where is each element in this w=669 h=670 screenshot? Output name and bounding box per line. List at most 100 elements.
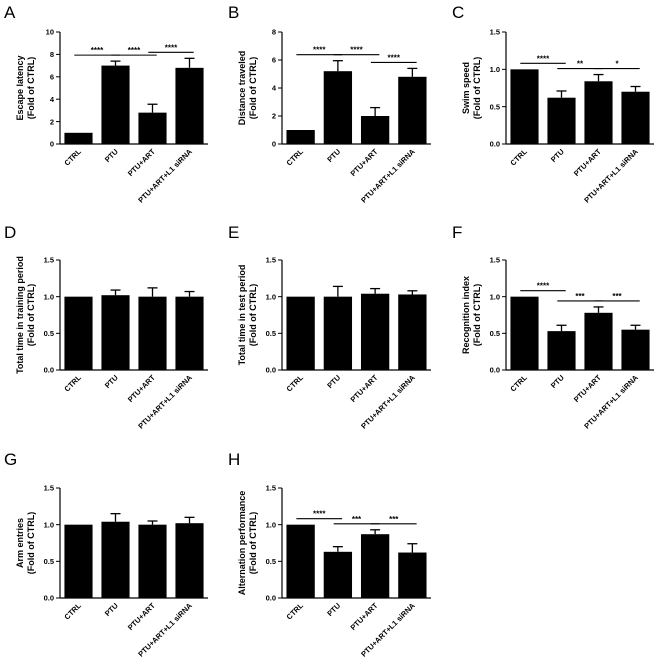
significance-label: **: [577, 60, 584, 69]
y-tick-label: 1.5: [490, 256, 500, 265]
x-tick-label: PTU: [549, 147, 566, 164]
y-tick-label: 0.5: [44, 557, 54, 566]
significance-label: ****: [313, 46, 326, 55]
y-axis-title: (Fold of CTRL): [26, 57, 36, 119]
y-axis-title: Total time in training period: [15, 256, 25, 374]
x-tick-label: CTRL: [62, 373, 83, 394]
y-tick-label: 1.0: [490, 65, 500, 74]
x-tick-label: PTU+ART: [126, 601, 157, 632]
y-tick-label: 0.5: [266, 329, 276, 338]
y-tick-label: 1.0: [266, 520, 276, 529]
bar-ptu-art-l1-sirna: [621, 91, 650, 144]
significance-label: ****: [388, 53, 401, 62]
bar-ptu: [323, 551, 353, 598]
y-tick-label: 1.5: [266, 484, 276, 493]
y-axis-title: (Fold of CTRL): [248, 512, 258, 574]
bar-ptu-art-l1-sirna: [398, 294, 427, 370]
y-tick-label: 1.0: [44, 292, 54, 301]
y-axis-title: Escape latency: [15, 55, 25, 120]
bar-ptu-art: [138, 524, 167, 598]
x-tick-label: CTRL: [285, 601, 306, 622]
y-tick-label: 4: [50, 95, 55, 104]
y-tick-label: 0: [272, 140, 276, 149]
y-tick-label: 1.5: [266, 256, 276, 265]
y-tick-label: 0.0: [266, 594, 276, 603]
y-tick-label: 0.5: [490, 329, 500, 338]
significance-label: ****: [313, 510, 326, 519]
bar-ptu: [323, 296, 353, 370]
chart-panel-h: H 0.0 0.5 1.0 1.5 Alternation performance (Fol…: [228, 450, 431, 659]
significance-label: *: [615, 60, 619, 69]
x-tick-label: PTU+ART: [349, 147, 380, 178]
x-tick-label: PTU: [103, 373, 120, 390]
y-tick-label: 1.0: [266, 292, 276, 301]
significance-label: ****: [537, 282, 550, 291]
panel-letter: F: [452, 223, 462, 242]
panel-letter: B: [228, 3, 239, 22]
y-axis-title: (Fold of CTRL): [248, 284, 258, 346]
y-axis-title: Recognition index: [461, 276, 471, 354]
panel-letter: G: [4, 450, 17, 469]
y-axis-title: (Fold of CTRL): [472, 57, 482, 119]
chart-panel-a: A 0 2 4 6 8 10 Escape latency (Fold of CTRL) CTRL…: [4, 3, 208, 205]
bar-ctrl: [64, 524, 93, 598]
y-axis-title: Swim speed: [461, 62, 471, 114]
panel-letter: D: [4, 223, 16, 242]
bar-ptu-art-l1-sirna: [398, 76, 427, 144]
bar-ctrl: [64, 132, 93, 144]
y-tick-label: 8: [272, 28, 276, 37]
x-tick-label: PTU+ART: [572, 373, 603, 404]
panel-letter: A: [4, 3, 16, 22]
bar-ptu-art-l1-sirna: [175, 523, 204, 598]
panel-letter: C: [452, 3, 464, 22]
bar-ctrl: [286, 296, 315, 370]
y-tick-label: 4: [272, 84, 277, 93]
x-tick-label: CTRL: [508, 147, 529, 168]
significance-label: ****: [128, 46, 141, 55]
chart-panel-g: G 0.0 0.5 1.0 1.5 Arm entries (Fold of CTRL) CT…: [4, 450, 208, 659]
bar-ptu-art-l1-sirna: [175, 296, 204, 370]
y-tick-label: 8: [50, 50, 54, 59]
y-axis-title: Arm entries: [15, 518, 25, 568]
x-tick-label: PTU+ART: [126, 147, 157, 178]
bar-ptu-art-l1-sirna: [621, 329, 650, 370]
x-tick-label: PTU: [103, 601, 120, 618]
bar-ptu-art: [138, 296, 167, 370]
significance-label: ***: [612, 292, 622, 301]
chart-panel-e: E 0.0 0.5 1.0 1.5 Total time in test period (F…: [228, 223, 431, 431]
y-tick-label: 10: [46, 28, 54, 37]
bar-ptu-art: [584, 312, 613, 370]
x-tick-label: PTU+ART: [126, 373, 157, 404]
x-tick-label: CTRL: [285, 373, 306, 394]
x-tick-label: PTU: [325, 601, 342, 618]
y-axis-title: (Fold of CTRL): [248, 57, 258, 119]
x-tick-label: PTU: [549, 373, 566, 390]
bar-ptu-art: [360, 116, 390, 144]
x-tick-label: CTRL: [62, 601, 83, 622]
bar-ptu: [547, 331, 576, 370]
x-tick-label: PTU: [103, 147, 120, 164]
x-tick-label: PTU+ART: [572, 147, 603, 178]
y-tick-label: 2: [272, 112, 276, 121]
x-tick-label: CTRL: [508, 373, 529, 394]
significance-label: ****: [350, 46, 363, 55]
significance-label: ****: [537, 54, 550, 63]
y-tick-label: 0.5: [266, 557, 276, 566]
bar-ptu: [101, 295, 130, 370]
y-tick-label: 0.0: [266, 366, 276, 375]
y-axis-title: (Fold of CTRL): [26, 512, 36, 574]
y-tick-label: 0.5: [44, 329, 54, 338]
y-tick-label: 0.0: [44, 366, 54, 375]
bar-ptu-art: [360, 534, 390, 598]
chart-panel-d: D 0.0 0.5 1.0 1.5 Total time in training peri…: [4, 223, 208, 431]
panel-letter: E: [228, 223, 239, 242]
bar-ctrl: [286, 524, 315, 598]
y-axis-title: (Fold of CTRL): [472, 284, 482, 346]
y-tick-label: 0.0: [490, 366, 500, 375]
y-axis-title: Alternation performance: [237, 491, 247, 596]
y-tick-label: 6: [272, 56, 276, 65]
x-tick-label: PTU+ART: [349, 601, 380, 632]
bar-ptu: [547, 97, 576, 144]
y-tick-label: 0: [50, 140, 54, 149]
